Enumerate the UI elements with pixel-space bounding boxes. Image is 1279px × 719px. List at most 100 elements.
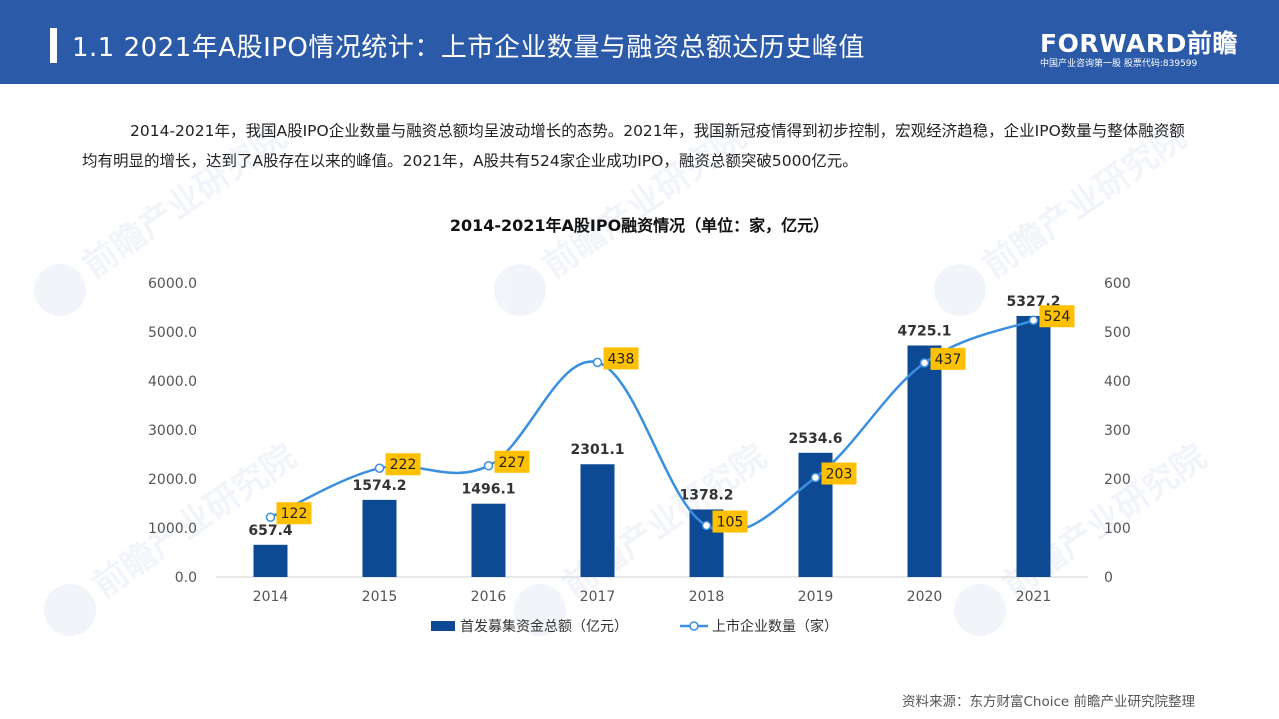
bar — [253, 544, 288, 577]
watermark: 前瞻产业研究院 — [934, 117, 1194, 316]
bar — [362, 499, 397, 577]
legend-line-label: 上市企业数量（家） — [712, 618, 838, 635]
bar-data-labels: 657.4 1574.2 1496.1 2301.1 1378.2 2534.6 4725.… — [248, 294, 1060, 539]
line-point — [919, 358, 930, 368]
left-axis-tick-label: 1000.0 — [148, 521, 197, 537]
page-title: 1.1 2021年A股IPO情况统计：上市企业数量与融资总额达历史峰值 — [72, 33, 865, 63]
line-point — [265, 512, 276, 522]
legend-line-marker — [689, 621, 699, 631]
line-value-label-box — [603, 347, 639, 370]
x-axis-tick-label: 2015 — [362, 589, 398, 605]
watermark: 前瞻产业研究院 — [34, 117, 294, 316]
chart-axes: 0.0 1000.0 2000.0 3000.0 4000.0 5000.0 6000.0 0… — [148, 276, 1131, 605]
header-banner: 1.1 2021年A股IPO情况统计：上市企业数量与融资总额达历史峰值 FORW… — [0, 0, 1279, 84]
watermark-logo-mark — [34, 264, 86, 316]
bar — [471, 503, 506, 577]
watermark-logo-mark — [514, 584, 566, 636]
bar-value-label: 1496.1 — [461, 482, 515, 498]
line-series — [265, 315, 1039, 533]
watermark-text: 前瞻产业研究院 — [536, 117, 754, 286]
watermark-logo-mark — [44, 584, 96, 636]
right-axis-tick-label: 500 — [1104, 325, 1131, 341]
line-point — [374, 463, 385, 473]
line-value-label: 122 — [276, 502, 312, 525]
bar-value-label: 4725.1 — [897, 323, 951, 339]
line-value-label: 105 — [712, 510, 748, 533]
right-axis-tick-label: 0 — [1104, 570, 1113, 586]
line-value-label-text: 222 — [390, 457, 417, 473]
legend-bar-swatch — [431, 621, 455, 631]
bar-value-label: 1378.2 — [679, 487, 733, 503]
line-value-label-text: 227 — [499, 455, 526, 471]
x-axis-tick-label: 2016 — [471, 589, 507, 605]
line-value-label: 227 — [494, 450, 530, 473]
bar-value-label: 2534.6 — [788, 431, 842, 447]
watermark-text: 前瞻产业研究院 — [76, 117, 294, 286]
watermark-text: 前瞻产业研究院 — [976, 117, 1194, 286]
left-axis-tick-label: 6000.0 — [148, 276, 197, 292]
line-value-label-box — [712, 510, 748, 533]
line-value-label: 437 — [930, 347, 966, 370]
line-value-label-text: 203 — [826, 467, 853, 483]
line-value-label-box — [385, 453, 421, 476]
line-point — [483, 461, 494, 471]
chart-title: 2014-2021年A股IPO融资情况（单位：家，亿元） — [449, 216, 830, 235]
line-value-label-box — [930, 347, 966, 370]
watermark-logo-mark — [954, 584, 1006, 636]
watermark: 前瞻产业研究院 — [494, 117, 754, 316]
line-value-label-text: 524 — [1044, 309, 1071, 325]
line-value-label: 203 — [821, 462, 857, 485]
x-axis-tick-label: 2021 — [1016, 589, 1052, 605]
bar — [1016, 315, 1051, 577]
left-axis-tick-label: 0.0 — [175, 570, 197, 586]
line-value-label-box — [276, 502, 312, 525]
watermark: 前瞻产业研究院 — [514, 437, 774, 636]
line-value-label: 222 — [385, 453, 421, 476]
line-value-label-text: 122 — [281, 506, 308, 522]
x-axis-tick-label: 2017 — [580, 589, 616, 605]
line-point — [810, 472, 821, 483]
bar-value-label: 1574.2 — [352, 478, 406, 494]
line-value-label-box — [1039, 305, 1075, 328]
bar — [580, 464, 615, 577]
x-axis-tick-label: 2019 — [798, 589, 834, 605]
left-axis-tick-label: 4000.0 — [148, 374, 197, 390]
watermark-logo-mark — [934, 264, 986, 316]
watermark: 前瞻产业研究院 — [954, 437, 1214, 636]
x-axis-tick-label: 2014 — [253, 589, 289, 605]
left-axis-tick-label: 3000.0 — [148, 423, 197, 439]
header-accent-bar — [50, 28, 57, 63]
bar-value-label: 2301.1 — [570, 442, 624, 458]
watermark-logo-mark — [494, 264, 546, 316]
x-axis-tick-label: 2020 — [907, 589, 943, 605]
line-point — [1028, 315, 1039, 325]
right-axis-tick-label: 200 — [1104, 472, 1131, 488]
line-value-label-text: 438 — [608, 351, 635, 367]
line-value-label-box — [494, 450, 530, 473]
right-axis-tick-label: 100 — [1104, 521, 1131, 537]
logo-subtitle: 中国产业咨询第一股 股票代码:839599 — [1040, 59, 1198, 69]
line-point — [592, 357, 603, 368]
line-value-label-text: 437 — [935, 352, 962, 368]
watermark: 前瞻产业研究院 — [44, 437, 304, 636]
left-axis-tick-label: 5000.0 — [148, 325, 197, 341]
bar — [907, 345, 942, 577]
legend-bar-label: 首发募集资金总额（亿元） — [460, 618, 628, 635]
forward-logo: FORWARD前瞻 中国产业咨询第一股 股票代码:839599 — [1040, 24, 1240, 69]
right-axis-tick-label: 400 — [1104, 374, 1131, 390]
line-data-labels: 122 222 227 438 105 203 437 524 — [276, 305, 1075, 533]
line-value-label: 438 — [603, 347, 639, 370]
line-value-label-box — [821, 462, 857, 485]
bar-value-label: 657.4 — [248, 523, 293, 539]
intro-paragraph: 2014-2021年，我国A股IPO企业数量与融资总额均呈波动增长的态势。202… — [82, 122, 1185, 170]
right-axis-tick-label: 300 — [1104, 423, 1131, 439]
source-note: 资料来源：东方财富Choice 前瞻产业研究院整理 — [901, 694, 1195, 710]
line-value-label: 524 — [1039, 305, 1075, 328]
chart-legend: 首发募集资金总额（亿元） 上市企业数量（家） — [431, 618, 838, 635]
line-point — [701, 520, 712, 531]
logo-wordmark: FORWARD前瞻 — [1040, 29, 1238, 58]
right-axis-tick-label: 600 — [1104, 276, 1131, 292]
bar-series — [253, 315, 1051, 577]
x-axis-tick-label: 2018 — [689, 589, 725, 605]
